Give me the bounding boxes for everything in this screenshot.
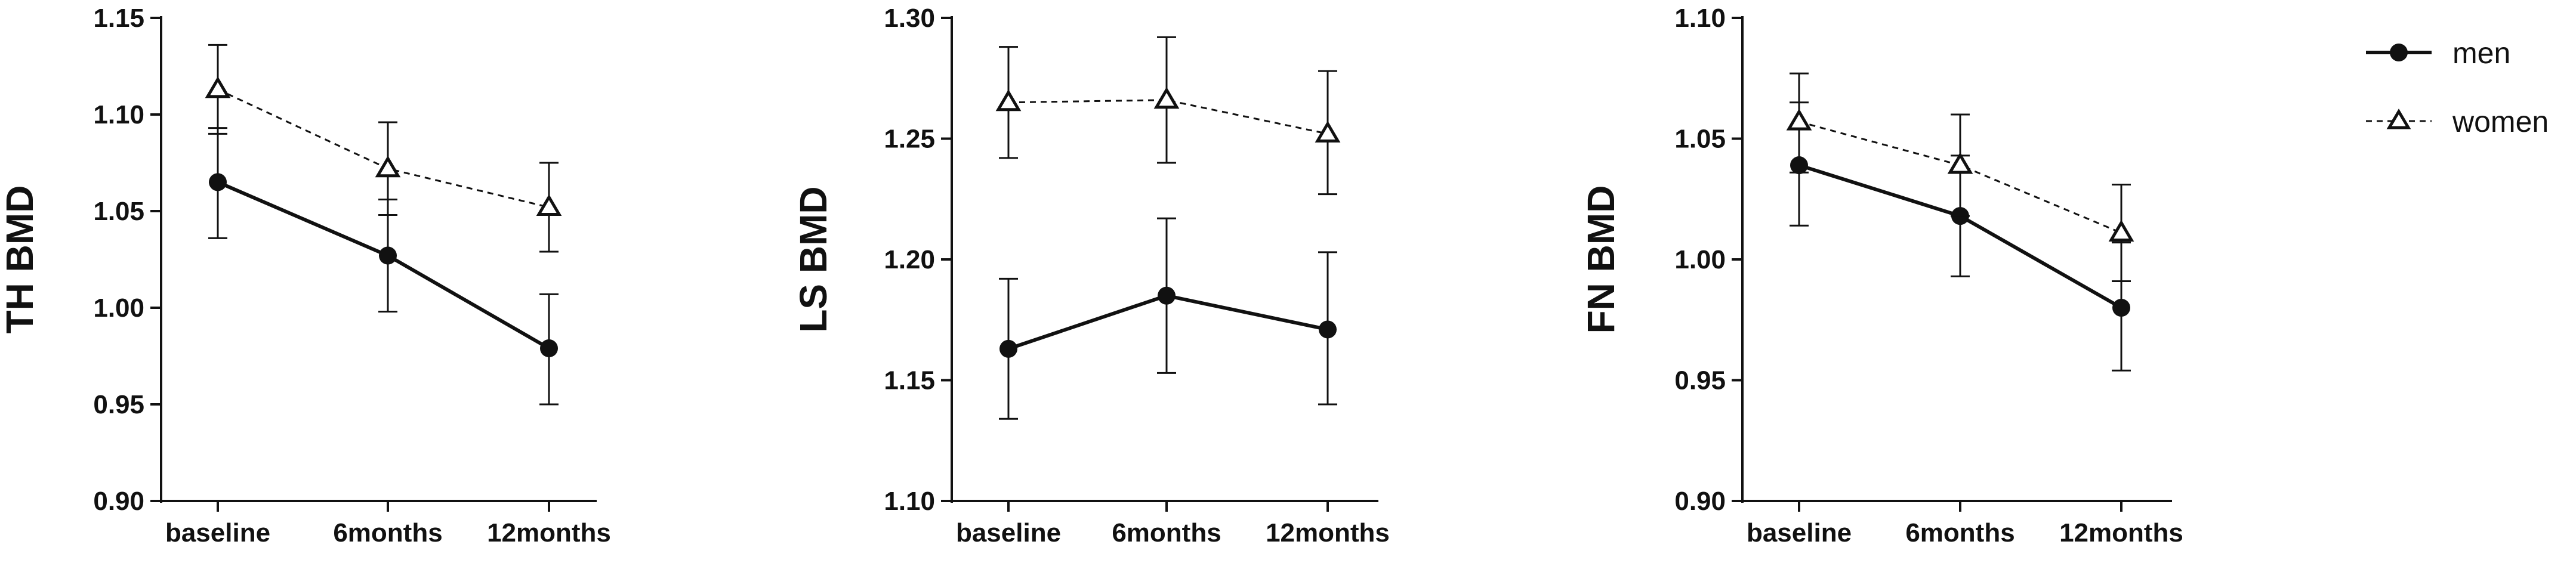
y-tick-label: 1.15 <box>884 366 935 395</box>
x-tick-label: baseline <box>1747 518 1852 547</box>
series-line <box>217 88 550 208</box>
data-point <box>1786 109 1812 131</box>
data-point <box>379 246 397 265</box>
y-tick-label: 0.95 <box>93 390 144 419</box>
y-tick-label: 1.05 <box>1674 125 1726 154</box>
x-tick-label: 12months <box>487 518 611 547</box>
y-tick-label: 1.25 <box>884 125 935 154</box>
x-tick-label: 6months <box>333 518 442 547</box>
data-point <box>2108 219 2134 242</box>
x-tick-label: 12months <box>2059 518 2183 547</box>
chart-panel: 0.90 0.95 1.00 1.05 1.10 baseline 6months 12mon… <box>1579 4 2183 547</box>
data-point <box>536 194 562 216</box>
data-point <box>375 155 401 178</box>
y-tick-label: 0.95 <box>1674 366 1726 395</box>
y-tick-label: 1.20 <box>884 245 935 274</box>
y-axis-label: TH BMD <box>0 185 41 334</box>
series-women <box>995 36 1341 196</box>
series-women <box>205 44 562 253</box>
series-line <box>217 180 550 350</box>
y-tick-label: 1.00 <box>93 293 144 323</box>
y-tick-label: 1.15 <box>93 4 144 33</box>
data-point <box>2112 299 2130 317</box>
legend-women-marker <box>2386 109 2411 129</box>
data-point <box>205 76 231 98</box>
data-point <box>1158 286 1176 305</box>
y-axis-label: FN BMD <box>1579 185 1622 334</box>
data-point <box>209 173 227 191</box>
data-point <box>1319 320 1337 339</box>
series-women <box>1786 72 2134 282</box>
data-point <box>540 339 558 358</box>
x-tick-label: 12months <box>1266 518 1390 547</box>
x-tick-label: baseline <box>165 518 270 547</box>
data-point <box>1947 152 1973 174</box>
x-tick-label: baseline <box>956 518 1061 547</box>
x-tick-label: 6months <box>1905 518 2014 547</box>
y-tick-label: 1.30 <box>884 4 935 33</box>
chart-panel: 1.10 1.15 1.20 1.25 1.30 baseline 6months 12mon… <box>792 4 1390 547</box>
x-tick-label: 6months <box>1112 518 1221 547</box>
y-tick-label: 1.10 <box>884 487 935 516</box>
legend-men-label: men <box>2452 36 2510 70</box>
y-tick-label: 1.10 <box>93 100 144 129</box>
legend-women-label: women <box>2452 105 2549 138</box>
y-tick-label: 0.90 <box>93 487 144 516</box>
y-tick-label: 1.10 <box>1674 4 1726 33</box>
y-tick-label: 1.00 <box>1674 245 1726 274</box>
y-tick-label: 0.90 <box>1674 487 1726 516</box>
data-point <box>995 89 1022 112</box>
data-point <box>1315 120 1341 143</box>
series-men <box>999 217 1337 420</box>
y-axis-label: LS BMD <box>792 186 835 332</box>
data-point <box>999 339 1017 358</box>
legend-men-marker <box>2390 44 2408 61</box>
legend: men women <box>2366 36 2549 138</box>
data-point <box>1153 86 1180 109</box>
y-tick-label: 1.05 <box>93 197 144 226</box>
chart-panel: 0.90 0.95 1.00 1.05 1.10 1.15 baseline 6months 1… <box>0 4 611 547</box>
